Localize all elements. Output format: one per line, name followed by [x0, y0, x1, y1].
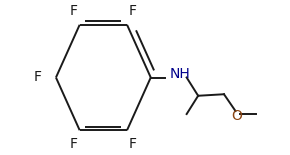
Text: F: F [129, 4, 137, 18]
Text: O: O [231, 108, 242, 123]
Text: F: F [33, 71, 41, 84]
Text: F: F [70, 137, 78, 151]
Text: F: F [129, 137, 137, 151]
Text: F: F [70, 4, 78, 18]
Text: NH: NH [170, 67, 191, 82]
